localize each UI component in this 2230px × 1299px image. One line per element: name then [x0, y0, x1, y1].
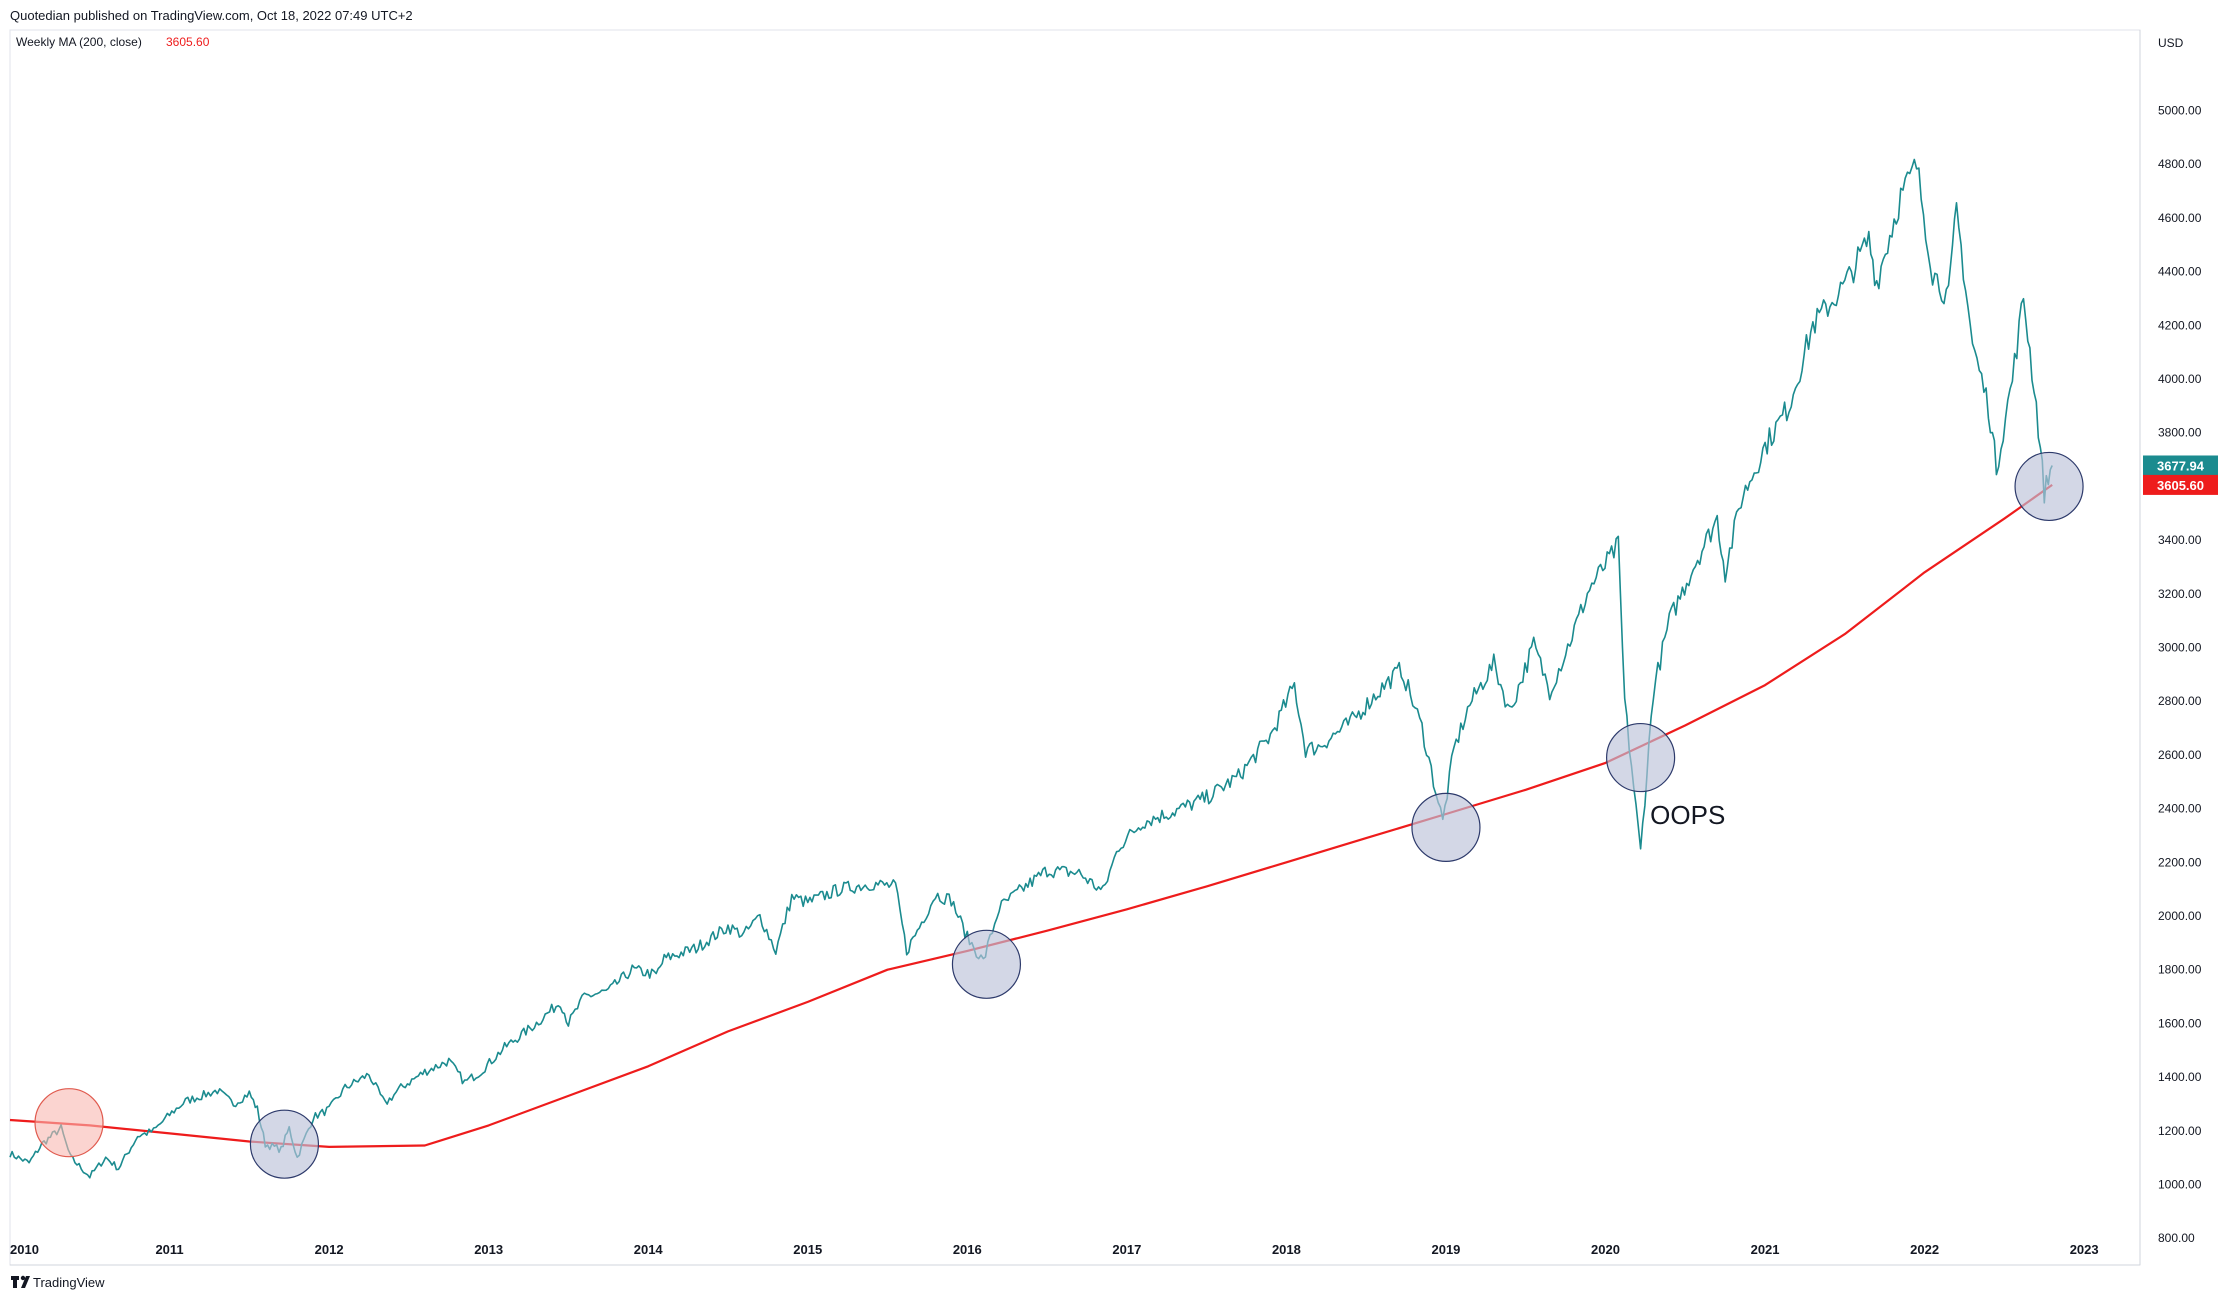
- last-price-badge-bg: [2143, 455, 2218, 476]
- y-tick-label: 2800.00: [2158, 694, 2202, 708]
- y-tick-label: 4400.00: [2158, 265, 2202, 279]
- y-tick-label: 4000.00: [2158, 372, 2202, 386]
- plot-area[interactable]: [9, 29, 2141, 1266]
- x-tick-label: 2015: [793, 1242, 822, 1257]
- x-tick-label: 2014: [634, 1242, 664, 1257]
- y-tick-label: 4600.00: [2158, 211, 2202, 225]
- x-tick-label: 2012: [315, 1242, 344, 1257]
- y-axis-ticks: 800.00 1000.00 1200.00 1400.00 1600.00 1800.0…: [2158, 104, 2202, 1246]
- last-price-label: 3677.94: [2157, 458, 2205, 473]
- y-tick-label: 4200.00: [2158, 318, 2202, 332]
- highlight-circle: [1411, 792, 1481, 862]
- x-axis-ticks: 2010 2011 2012 2013 2014 2015 2016 2017 2018 2019…: [10, 1242, 2099, 1257]
- y-tick-label: 1600.00: [2158, 1016, 2202, 1030]
- x-tick-label: 2017: [1112, 1242, 1141, 1257]
- tradingview-logo-icon: [11, 1275, 30, 1288]
- last-ma-badge: 3605.60: [2143, 474, 2218, 495]
- y-tick-label: 3200.00: [2158, 587, 2202, 601]
- last-ma-badge-bg: [2143, 474, 2218, 495]
- x-tick-label: 2022: [1910, 1242, 1939, 1257]
- y-tick-label: 2200.00: [2158, 855, 2202, 869]
- y-tick-label: 1800.00: [2158, 963, 2202, 977]
- price-line: [9, 158, 2053, 1179]
- tradingview-logo-text: TradingView: [33, 1275, 105, 1290]
- highlight-circle: [2014, 451, 2084, 522]
- last-ma-label: 3605.60: [2157, 478, 2204, 493]
- price-series: [9, 158, 2053, 1179]
- y-tick-label: 4800.00: [2158, 157, 2202, 171]
- y-tick-label: 1200.00: [2158, 1124, 2202, 1138]
- y-tick-label: 5000.00: [2158, 104, 2202, 118]
- y-tick-label: 2400.00: [2158, 802, 2202, 816]
- x-tick-label: 2023: [2070, 1242, 2099, 1257]
- y-tick-label: 800.00: [2158, 1231, 2195, 1245]
- annotations: OOPS: [34, 451, 2084, 1179]
- y-tick-label: 3400.00: [2158, 533, 2202, 547]
- y-tick-label: 2600.00: [2158, 748, 2202, 762]
- currency-label: USD: [2158, 36, 2184, 50]
- x-tick-label: 2021: [1751, 1242, 1780, 1257]
- indicator-label: Weekly MA (200, close): [16, 35, 142, 49]
- y-tick-label: 3000.00: [2158, 641, 2202, 655]
- y-tick-label: 3800.00: [2158, 426, 2202, 440]
- annotation-text: OOPS: [1650, 800, 1725, 830]
- ma-series: [9, 484, 2053, 1149]
- highlight-circle: [1606, 722, 1676, 793]
- highlight-circle-red: [34, 1088, 104, 1158]
- y-tick-label: 2000.00: [2158, 909, 2202, 923]
- highlight-circle: [249, 1109, 320, 1179]
- last-price-badge: 3677.94: [2143, 455, 2218, 476]
- x-tick-label: 2016: [953, 1242, 982, 1257]
- ma-200-line: [9, 484, 2053, 1149]
- x-tick-label: 2013: [474, 1242, 503, 1257]
- y-tick-label: 1000.00: [2158, 1177, 2202, 1191]
- indicator-value: 3605.60: [166, 35, 210, 49]
- y-tick-label: 1400.00: [2158, 1070, 2202, 1084]
- x-tick-label: 2011: [155, 1242, 183, 1257]
- highlight-circle: [951, 929, 1022, 999]
- x-tick-label: 2019: [1431, 1242, 1460, 1257]
- x-tick-label: 2010: [10, 1242, 39, 1257]
- publisher-text: Quotedian published on TradingView.com, …: [10, 8, 413, 23]
- tradingview-logo[interactable]: TradingView: [11, 1275, 105, 1290]
- x-tick-label: 2018: [1272, 1242, 1301, 1257]
- x-tick-label: 2020: [1591, 1242, 1620, 1257]
